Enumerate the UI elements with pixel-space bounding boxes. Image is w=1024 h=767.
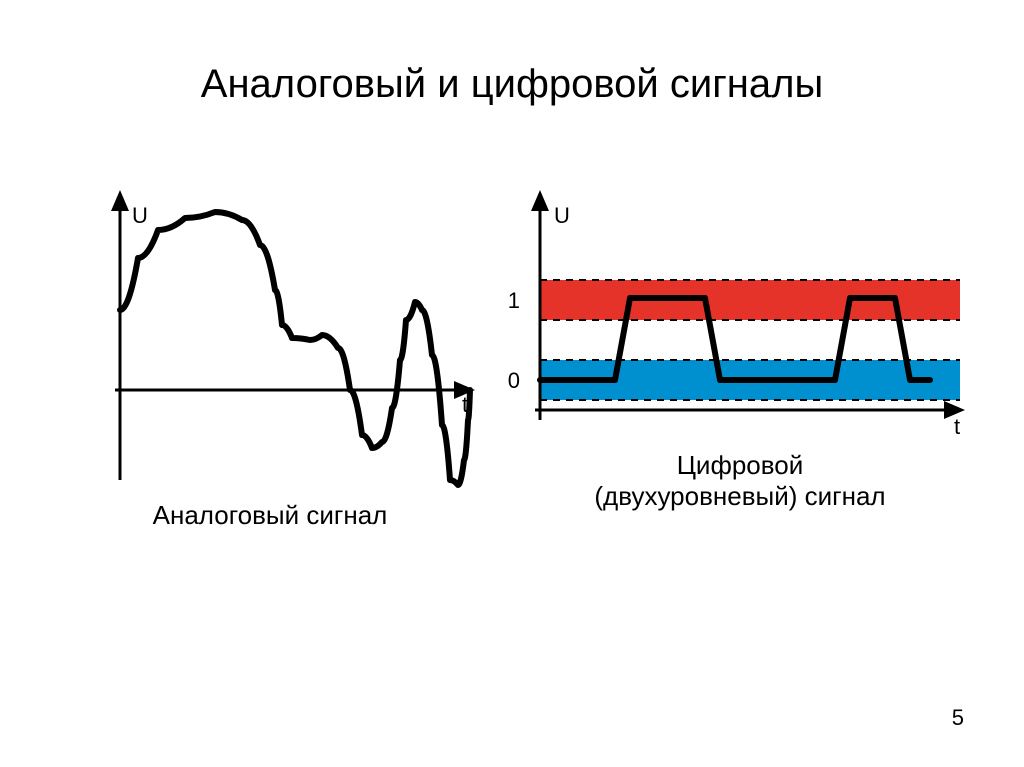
analog-chart: Ut (60, 190, 480, 490)
svg-text:t: t (954, 414, 960, 439)
svg-text:U: U (132, 203, 148, 228)
page-title: Аналоговый и цифровой сигналы (0, 62, 1024, 107)
digital-caption-2: (двухуровневый) сигнал (594, 481, 885, 511)
digital-caption: Цифровой (двухуровневый) сигнал (500, 450, 980, 512)
svg-text:U: U (554, 203, 570, 228)
digital-caption-1: Цифровой (677, 450, 804, 480)
digital-chart: Ut 1 0 (500, 190, 970, 440)
digital-panel: Ut 1 0 Цифровой (двухуровневый) сигнал (500, 190, 980, 540)
svg-text:0: 0 (508, 368, 520, 393)
analog-panel: Ut Аналоговый сигнал (60, 190, 480, 540)
svg-text:1: 1 (508, 288, 520, 313)
page-number: 5 (952, 705, 964, 731)
analog-caption: Аналоговый сигнал (60, 500, 480, 531)
